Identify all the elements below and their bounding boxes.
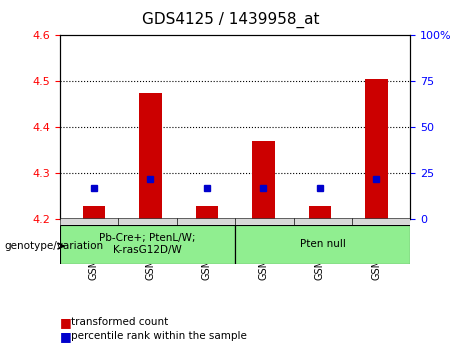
- Bar: [235, 218, 294, 225]
- Bar: [83, 206, 105, 219]
- Bar: [252, 141, 275, 219]
- Text: ■: ■: [60, 316, 71, 329]
- Text: Pten null: Pten null: [300, 239, 346, 249]
- Bar: [235, 225, 410, 264]
- Bar: [365, 79, 388, 219]
- Bar: [177, 218, 235, 225]
- Text: GDS4125 / 1439958_at: GDS4125 / 1439958_at: [142, 11, 319, 28]
- Text: transformed count: transformed count: [71, 317, 169, 327]
- Text: percentile rank within the sample: percentile rank within the sample: [71, 331, 248, 341]
- Bar: [308, 206, 331, 219]
- Bar: [294, 218, 352, 225]
- Bar: [118, 218, 177, 225]
- Bar: [139, 93, 162, 219]
- Bar: [195, 206, 218, 219]
- Text: genotype/variation: genotype/variation: [5, 241, 104, 251]
- Text: ■: ■: [60, 330, 71, 343]
- Bar: [60, 218, 118, 225]
- Bar: [60, 225, 235, 264]
- Text: Pb-Cre+; PtenL/W;
K-rasG12D/W: Pb-Cre+; PtenL/W; K-rasG12D/W: [99, 233, 196, 255]
- Bar: [352, 218, 410, 225]
